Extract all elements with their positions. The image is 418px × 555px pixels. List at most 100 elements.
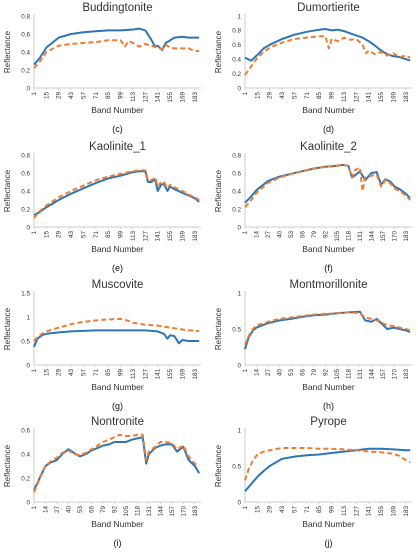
x-tick-label: 99 [329, 92, 336, 100]
x-tick-label: 71 [304, 92, 311, 100]
x-tick-label: 170 [391, 231, 398, 242]
panel-1: Buddingtonite 0 0.2 0.4 0.6 0.8 1 15 29 43 57 71 85 9… [3, 2, 201, 134]
y-tick-label: 0.5 [232, 463, 241, 470]
panel-title: Buddingtonite [82, 2, 152, 14]
x-tick-label: 53 [288, 369, 295, 377]
x-tick-label: 29 [267, 92, 274, 100]
x-tick-label: 141 [155, 231, 162, 242]
y-tick-label: 0.4 [232, 57, 241, 64]
x-tick-label: 15 [43, 369, 50, 377]
x-tick-label: 57 [291, 92, 298, 100]
x-tick-label: 183 [403, 231, 410, 242]
x-tick-label: 1 [242, 231, 249, 235]
x-axis-label: Band Number [91, 105, 144, 115]
y-tick-label: 0 [26, 499, 30, 506]
x-tick-label: 183 [192, 506, 199, 517]
x-tick-label: 157 [380, 369, 387, 380]
x-tick-label: 40 [65, 506, 72, 514]
y-tick-label: 0.8 [232, 152, 241, 159]
y-tick-label: 0.6 [21, 427, 30, 434]
panel-title: Pyrope [310, 416, 346, 428]
x-tick-label: 43 [68, 369, 75, 377]
x-tick-label: 40 [276, 231, 283, 239]
panel-5: Muscovite 0 0.5 1 1.5 1 15 29 43 57 71 85 99 113 127 14… [3, 279, 201, 411]
x-tick-label: 1 [31, 369, 38, 373]
x-tick-label: 66 [88, 506, 95, 514]
panel-caption: (j) [325, 538, 333, 548]
panel-title: Muscovite [92, 279, 144, 291]
panel-title: Kaolinite_1 [89, 141, 146, 153]
x-tick-label: 79 [100, 506, 107, 514]
reference-series-line [33, 433, 200, 493]
measured-series-line [33, 329, 200, 348]
y-axis-label: Reflectance [214, 444, 223, 487]
x-tick-label: 155 [378, 92, 385, 103]
panel-2: Dumortierite 0 0.2 0.4 0.6 0.8 1 1 15 29 43 57 71 85 9… [214, 2, 412, 134]
x-tick-label: 92 [322, 231, 329, 239]
measured-series-line [244, 163, 411, 204]
reference-series-line [244, 311, 411, 346]
x-tick-label: 99 [329, 506, 336, 514]
x-tick-label: 183 [192, 231, 199, 242]
y-tick-label: 0.4 [21, 49, 30, 56]
x-tick-label: 1 [31, 231, 38, 235]
panel-caption: (h) [323, 401, 334, 411]
x-tick-label: 118 [345, 231, 352, 242]
x-tick-label: 118 [345, 369, 352, 380]
y-tick-label: 1 [237, 427, 241, 434]
x-tick-label: 155 [167, 231, 174, 242]
y-tick-label: 0 [26, 224, 30, 231]
y-tick-label: 0.6 [232, 170, 241, 177]
x-tick-label: 92 [322, 369, 329, 377]
y-tick-label: 0.8 [232, 28, 241, 35]
x-tick-label: 92 [111, 506, 118, 514]
x-tick-label: 57 [80, 92, 87, 100]
x-tick-label: 15 [43, 231, 50, 239]
x-tick-label: 144 [368, 369, 375, 380]
y-axis-label: Reflectance [3, 307, 12, 350]
x-tick-label: 118 [134, 506, 141, 517]
y-tick-label: 0.2 [232, 206, 241, 213]
x-tick-label: 1 [31, 92, 38, 96]
x-tick-label: 170 [180, 506, 187, 517]
x-tick-label: 113 [130, 92, 137, 103]
measured-series-line [33, 436, 201, 491]
x-tick-label: 141 [155, 369, 162, 380]
x-tick-label: 1 [31, 506, 38, 510]
x-tick-label: 71 [304, 506, 311, 514]
y-tick-label: 0.4 [232, 188, 241, 195]
x-tick-label: 79 [311, 369, 318, 377]
y-tick-label: 0 [26, 85, 30, 92]
panel-7: Nontronite 0 0.2 0.4 0.6 1 14 27 40 53 66 79 92 105 11… [3, 416, 201, 548]
x-tick-label: 141 [155, 92, 162, 103]
measured-series-line [33, 27, 200, 66]
x-tick-label: 14 [253, 369, 260, 377]
x-tick-label: 1 [242, 92, 249, 96]
measured-series-line [33, 170, 200, 217]
x-tick-label: 183 [403, 369, 410, 380]
x-axis-label: Band Number [302, 382, 355, 392]
y-tick-label: 1.5 [21, 290, 30, 297]
x-tick-label: 183 [403, 506, 410, 517]
panel-6: Montmorillonite 0 0.5 1 1 14 27 40 53 66 79 92 105 11… [214, 279, 412, 411]
y-tick-label: 0.6 [21, 170, 30, 177]
x-tick-label: 99 [118, 92, 125, 100]
panel-caption: (d) [323, 124, 334, 134]
x-tick-label: 155 [167, 369, 174, 380]
x-tick-label: 29 [267, 506, 274, 514]
y-tick-label: 0.5 [232, 326, 241, 333]
x-tick-label: 57 [80, 231, 87, 239]
y-tick-label: 0.8 [21, 13, 30, 20]
x-tick-label: 85 [316, 506, 323, 514]
y-axis-label: Reflectance [214, 307, 223, 350]
x-tick-label: 169 [390, 92, 397, 103]
x-axis-label: Band Number [91, 519, 144, 529]
reference-series-line [244, 35, 411, 76]
y-tick-label: 0.2 [21, 475, 30, 482]
panel-title: Kaolinite_2 [300, 141, 357, 153]
x-tick-label: 27 [265, 231, 272, 239]
x-tick-label: 113 [130, 231, 137, 242]
x-tick-label: 29 [56, 231, 63, 239]
reference-series-line [244, 447, 411, 481]
